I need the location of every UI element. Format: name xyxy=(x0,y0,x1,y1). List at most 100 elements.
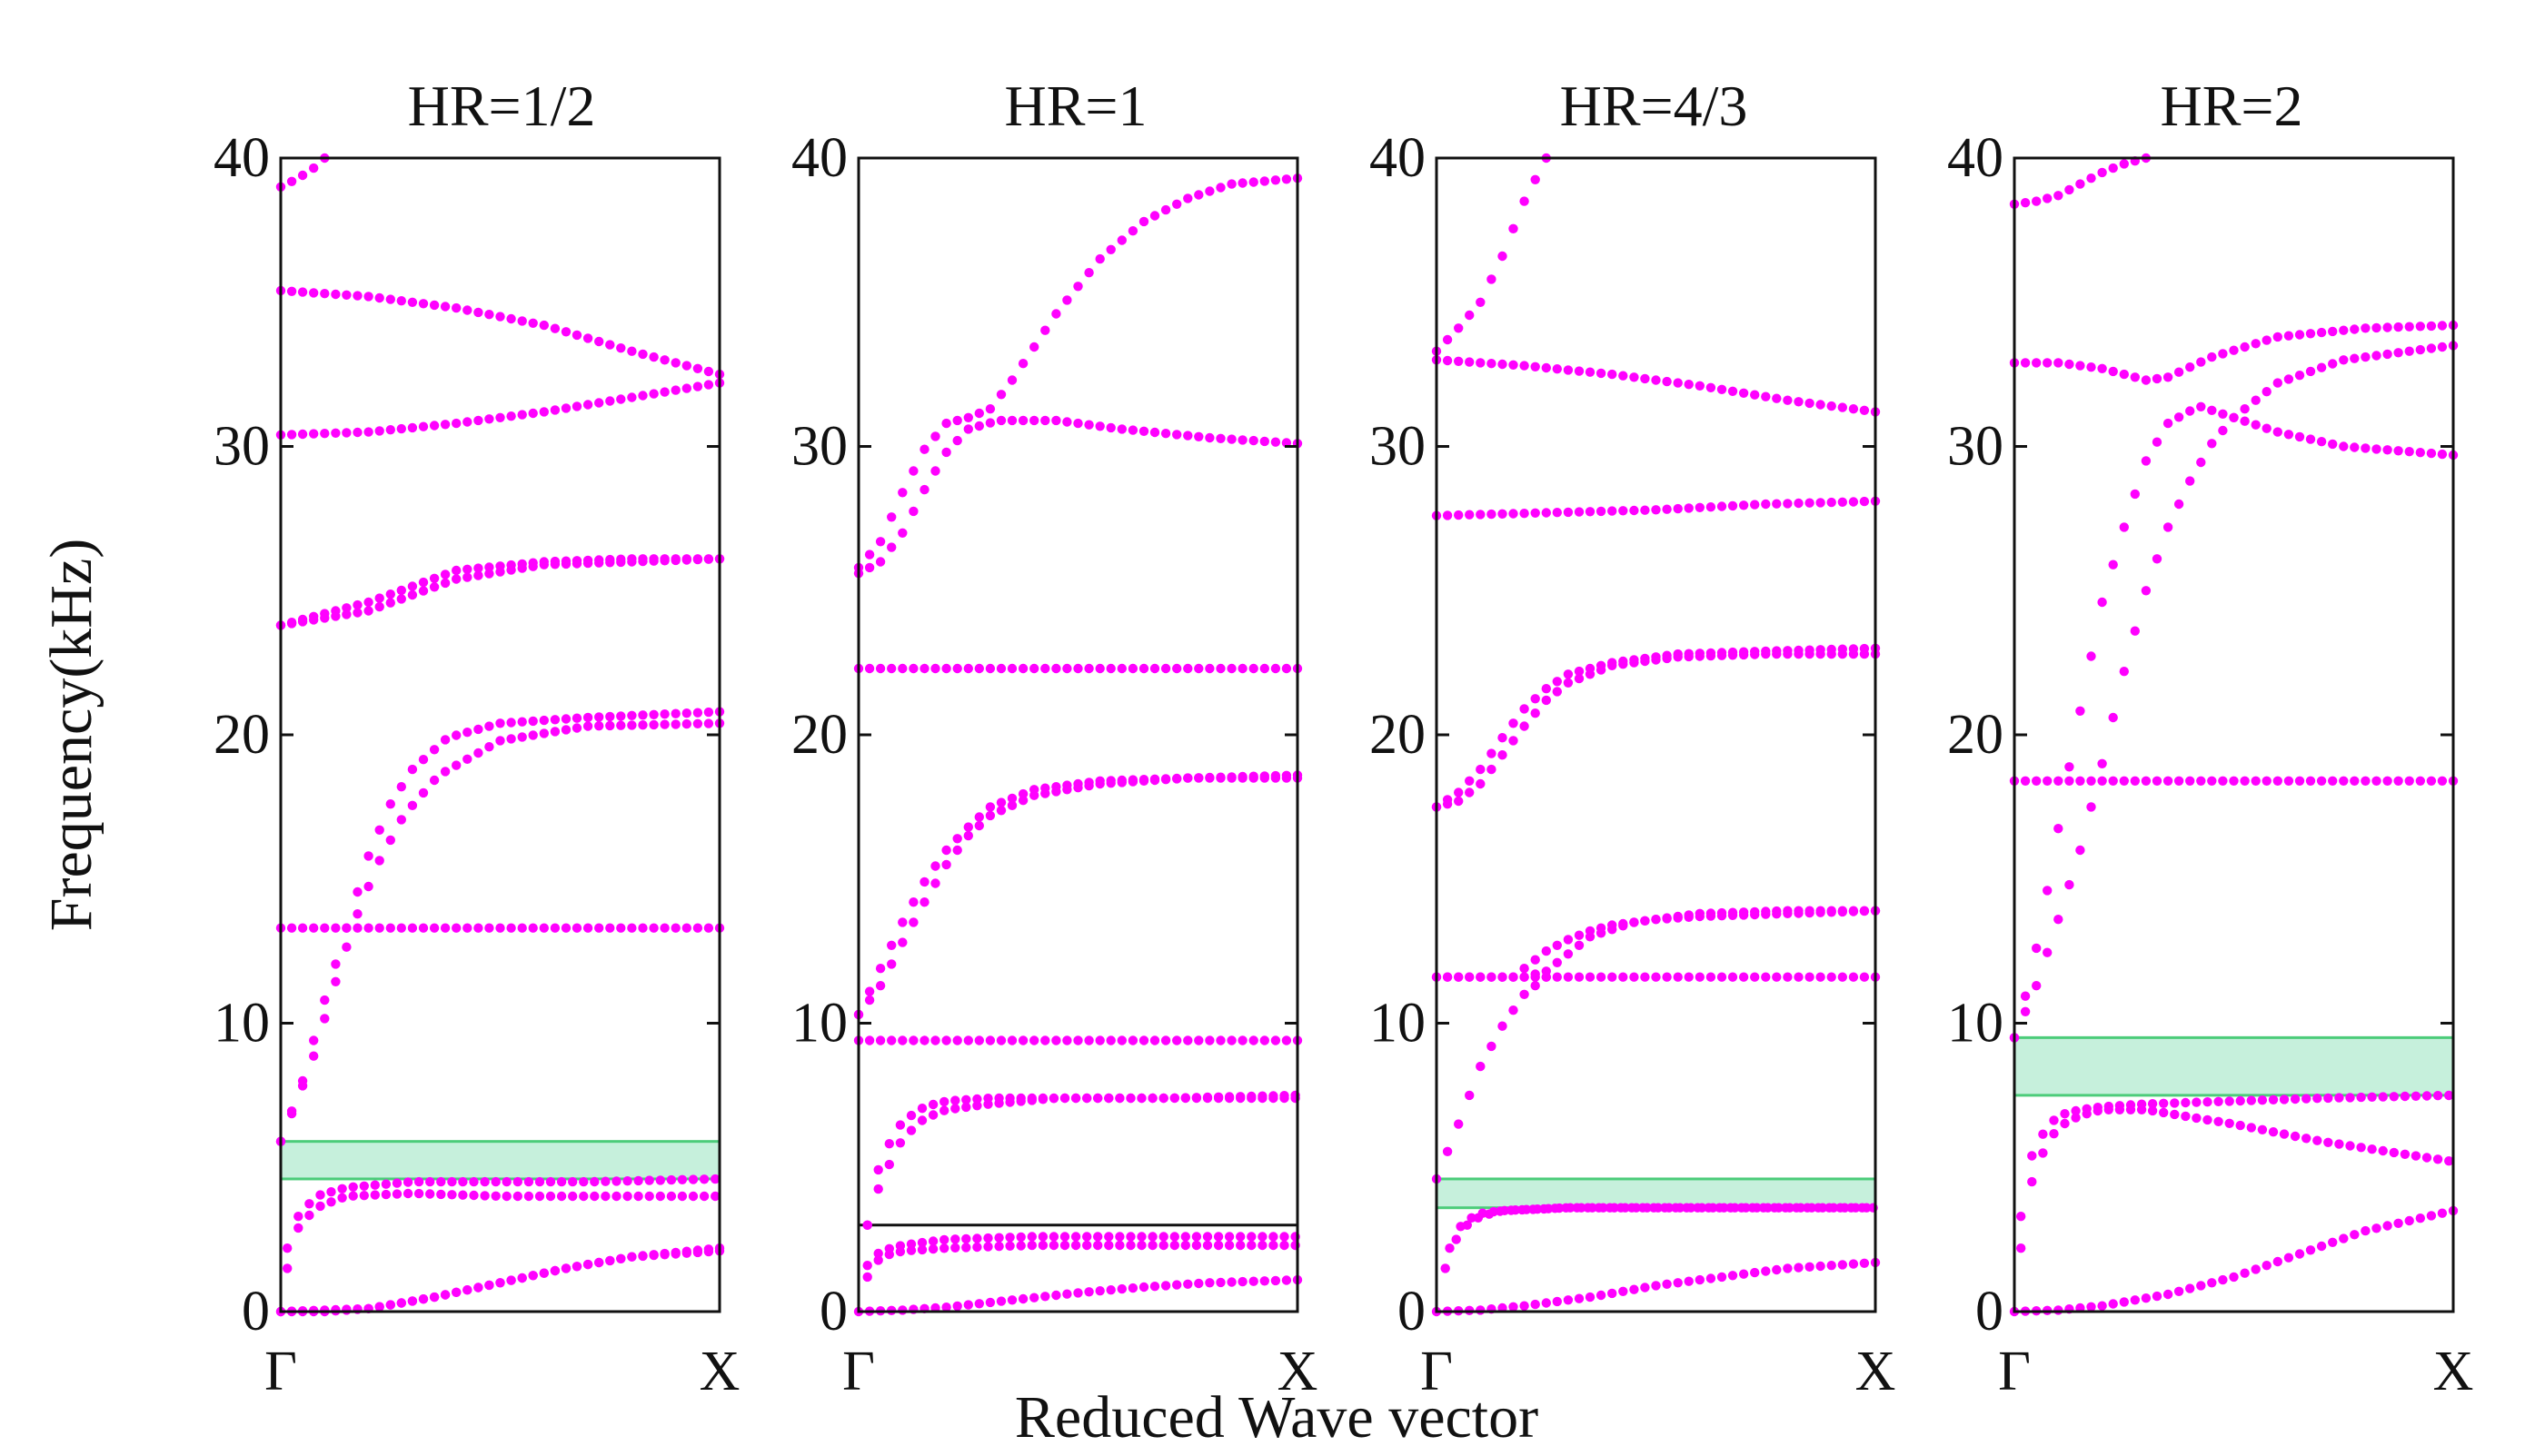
data-point xyxy=(594,721,604,731)
data-point xyxy=(638,710,648,720)
dispersion-band-1 xyxy=(1431,1257,1881,1317)
data-point xyxy=(711,1174,721,1184)
data-point xyxy=(1258,1240,1268,1251)
data-point xyxy=(2229,776,2239,786)
data-point xyxy=(2229,412,2239,422)
data-point xyxy=(2086,651,2096,661)
data-point xyxy=(703,718,714,728)
data-point xyxy=(1794,1263,1804,1273)
data-point xyxy=(1761,1266,1771,1276)
data-point xyxy=(1018,1035,1029,1045)
data-point xyxy=(528,318,538,328)
data-point xyxy=(502,1176,512,1187)
data-point xyxy=(887,542,897,552)
data-point xyxy=(1784,1203,1795,1213)
y-axis-ticks: 0 10 20 30 40 xyxy=(1947,127,2453,1342)
data-point xyxy=(928,1110,939,1120)
data-point xyxy=(875,981,886,991)
data-point xyxy=(638,349,648,360)
data-point xyxy=(1454,1119,1464,1129)
data-point xyxy=(2075,179,2085,189)
data-point xyxy=(1238,1035,1248,1045)
data-point xyxy=(906,1110,917,1121)
data-point xyxy=(1719,1203,1729,1213)
data-point xyxy=(425,1176,435,1187)
data-point xyxy=(1618,972,1628,982)
x-tick-gamma: Γ xyxy=(1420,1341,1453,1402)
data-point xyxy=(655,1191,665,1202)
data-point xyxy=(374,825,384,835)
data-point xyxy=(1180,1232,1191,1242)
data-point xyxy=(1040,783,1050,793)
data-point xyxy=(605,554,615,565)
data-point xyxy=(342,290,352,300)
data-point xyxy=(1519,972,1529,982)
data-point xyxy=(1519,964,1529,974)
y-axis-ticks: 0 10 20 30 40 xyxy=(214,127,720,1342)
data-point xyxy=(681,923,691,933)
data-point xyxy=(1662,504,1672,514)
data-point xyxy=(1530,981,1540,991)
data-point xyxy=(1238,773,1248,783)
data-point xyxy=(582,333,593,343)
data-point xyxy=(1563,935,1574,945)
data-point xyxy=(1530,362,1540,371)
data-point xyxy=(1840,1203,1850,1213)
data-point xyxy=(2415,344,2425,355)
data-point xyxy=(692,708,703,718)
data-point xyxy=(605,923,615,933)
data-point xyxy=(2301,1094,2311,1104)
data-point xyxy=(1541,966,1552,976)
data-point xyxy=(1508,223,1518,233)
data-point xyxy=(994,1242,1004,1252)
data-point xyxy=(320,289,330,299)
data-point xyxy=(1532,1204,1543,1214)
data-point xyxy=(2334,1093,2344,1103)
data-point xyxy=(2213,1096,2223,1107)
data-point xyxy=(1095,421,1105,431)
dispersion-band-3 xyxy=(862,1232,1300,1271)
data-point xyxy=(539,728,549,738)
data-point xyxy=(1160,204,1171,215)
data-point xyxy=(1574,940,1585,951)
data-point xyxy=(407,1296,418,1306)
band-gap-layer xyxy=(1435,1177,1877,1210)
data-point xyxy=(429,573,440,583)
data-point xyxy=(2290,1094,2301,1104)
data-point xyxy=(616,711,626,721)
data-point xyxy=(671,923,681,933)
data-point xyxy=(2426,448,2437,459)
data-point xyxy=(1563,678,1574,688)
data-point xyxy=(1563,365,1574,375)
data-point xyxy=(2421,1091,2432,1101)
data-point xyxy=(2272,378,2282,388)
data-point xyxy=(320,429,330,439)
data-point xyxy=(1795,1203,1806,1213)
data-point xyxy=(304,1199,314,1209)
axes-frame xyxy=(857,156,1299,1313)
data-point xyxy=(2053,915,2063,925)
data-point xyxy=(1815,972,1825,982)
data-point xyxy=(1519,721,1529,731)
data-point xyxy=(309,1035,319,1045)
data-point xyxy=(1585,507,1596,517)
data-point xyxy=(1629,372,1639,382)
data-point xyxy=(1596,1290,1606,1301)
data-point xyxy=(413,1176,424,1187)
data-point xyxy=(2240,416,2250,426)
data-point xyxy=(2185,776,2195,786)
data-point xyxy=(2043,886,2053,896)
data-point xyxy=(2170,1098,2180,1108)
data-point xyxy=(1205,186,1215,196)
data-point xyxy=(703,366,714,377)
dispersion-points-layer xyxy=(2009,153,2459,1317)
data-point xyxy=(1673,913,1683,923)
data-point xyxy=(2196,776,2206,786)
data-point xyxy=(1476,764,1486,775)
data-point xyxy=(1727,386,1738,396)
data-point xyxy=(1051,782,1061,792)
data-point xyxy=(495,312,505,322)
data-point xyxy=(1191,1093,1202,1103)
data-point xyxy=(2141,586,2152,596)
data-point xyxy=(2181,1097,2191,1108)
